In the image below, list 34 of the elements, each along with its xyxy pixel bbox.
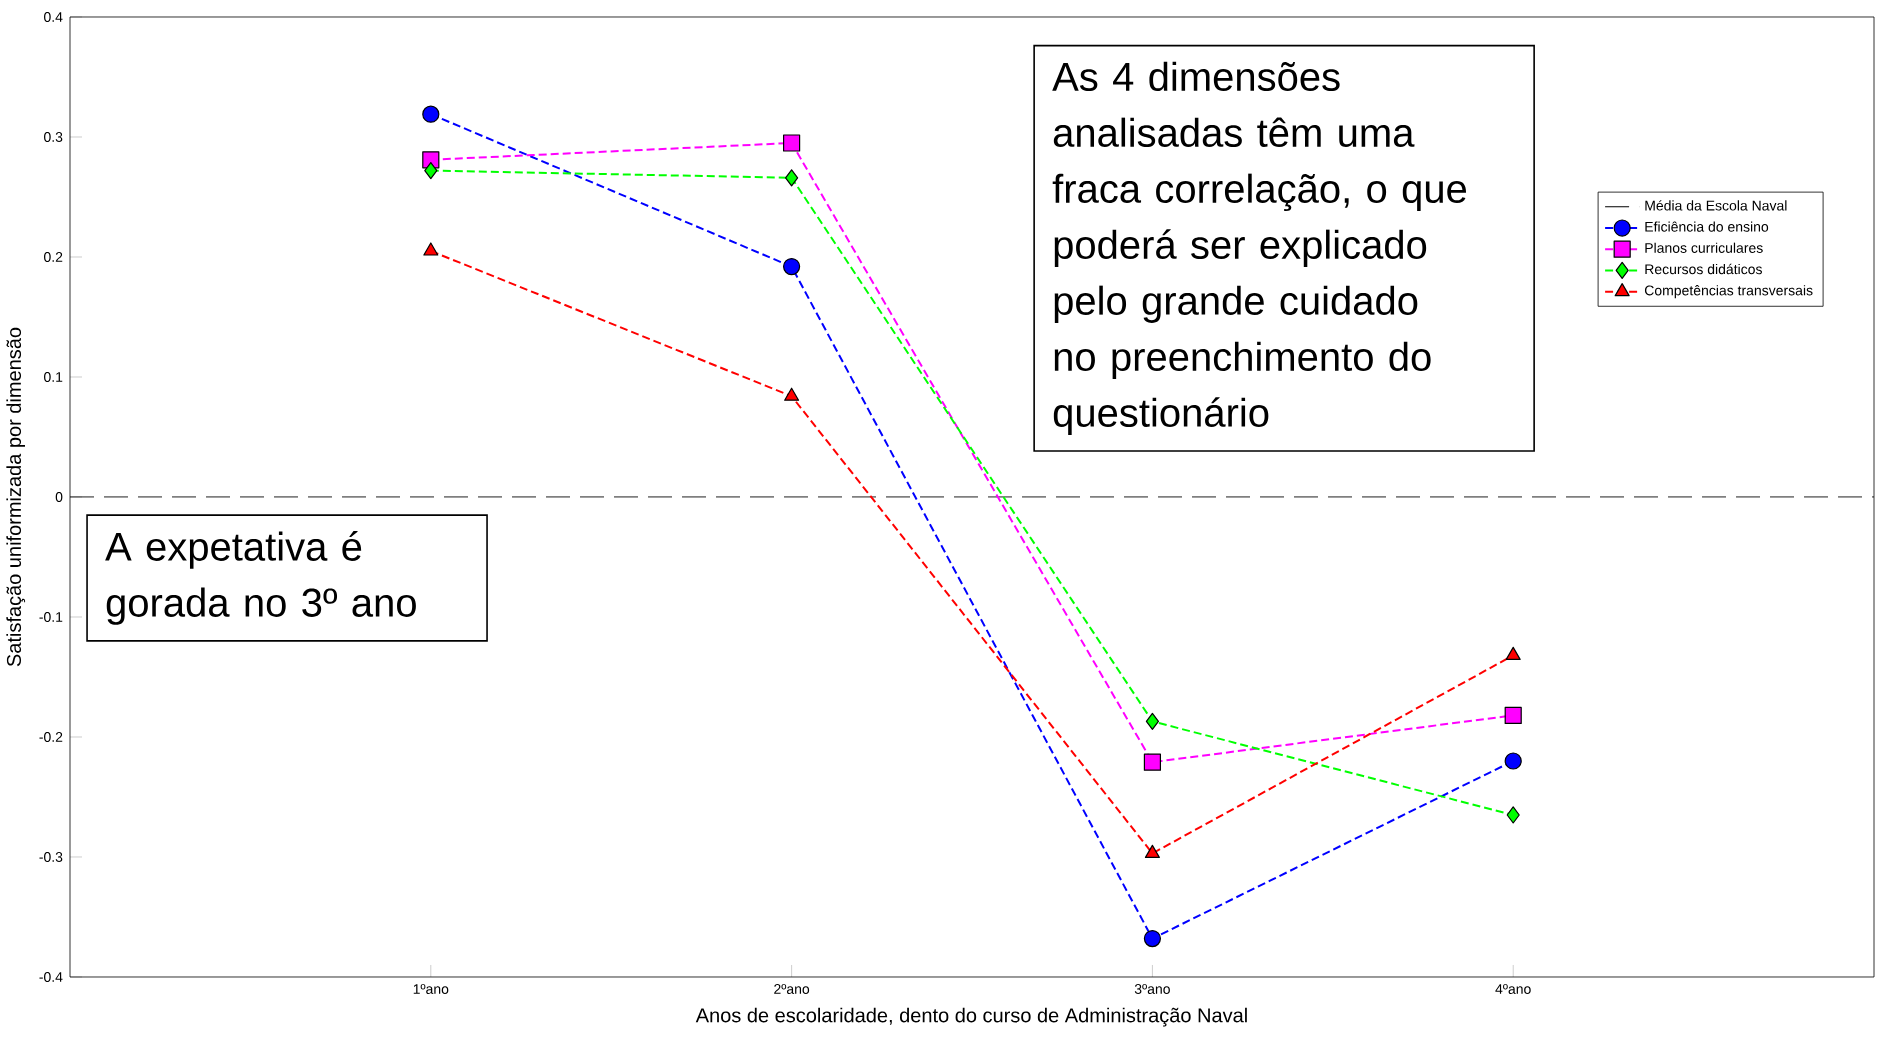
legend-label: Competências transversais: [1644, 285, 1813, 299]
point: [424, 162, 438, 180]
x-axis-title: Anos de escolaridade, dento do curso de Administração Naval: [695, 1007, 1247, 1027]
y-tick-label: -0.2: [39, 732, 63, 742]
legend-label: Eficiência do ensino: [1645, 221, 1769, 232]
point: [783, 258, 801, 276]
point: [1504, 706, 1522, 724]
point: [783, 134, 801, 152]
y-tick-label: 0: [55, 492, 63, 502]
point: [423, 242, 439, 256]
y-tick-label: 0.3: [44, 132, 63, 142]
y-tick-label: 0.2: [44, 252, 63, 262]
point: [1506, 806, 1520, 824]
x-tick-label: 2ºano: [774, 984, 810, 994]
y-tick-label: -0.1: [39, 612, 63, 622]
annotation: A expetativa é gorada no 3º ano: [105, 531, 416, 625]
y-tick-label: 0.4: [44, 12, 63, 22]
x-tick-label: 1ºano: [413, 984, 449, 994]
legend-label: Recursos didáticos: [1645, 263, 1762, 275]
point: [785, 169, 799, 187]
x-tick-label: 4ºano: [1495, 984, 1531, 994]
y-tick-label: 0.1: [44, 372, 63, 382]
point: [1145, 712, 1160, 730]
y-tick-label: -0.4: [39, 972, 63, 982]
point: [1143, 929, 1162, 948]
point: [1504, 752, 1522, 770]
legend-label: Média da Escola Naval: [1645, 200, 1787, 211]
legend-label: Planos curriculares: [1645, 242, 1763, 253]
annotation: As 4 dimensões analisadas têm uma fraca correlação, o que poderá ser explicado pelo grande cuidado no preenchimento do questionário: [1052, 61, 1467, 435]
point: [422, 105, 440, 123]
point: [1143, 753, 1162, 771]
y-axis-title: Satisfação uniformizada por dimensão: [6, 327, 26, 667]
x-tick-label: 3ºano: [1134, 984, 1170, 994]
y-tick-label: -0.3: [39, 852, 63, 862]
